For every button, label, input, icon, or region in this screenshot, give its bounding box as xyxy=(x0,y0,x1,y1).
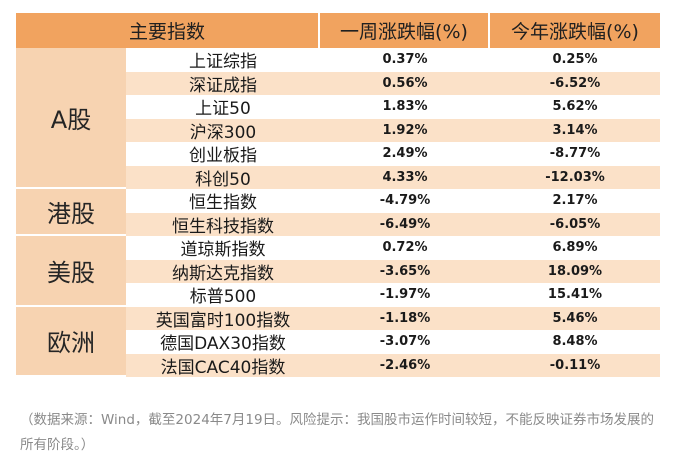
index-name: 英国富时100指数 xyxy=(126,306,320,331)
index-name: 恒生指数 xyxy=(126,189,320,213)
ytd-change: -6.05% xyxy=(490,212,660,236)
week-change: 2.49% xyxy=(320,142,490,166)
ytd-change: -12.03% xyxy=(490,165,660,189)
index-name: 科创50 xyxy=(126,165,320,190)
group-label: 欧洲 xyxy=(16,306,126,377)
table-body: A股 上证综指 0.37% 0.25% 深证成指 0.56% -6.52% 上证50 1.83%… xyxy=(16,48,660,378)
ytd-change: 8.48% xyxy=(490,330,660,354)
week-change: -3.65% xyxy=(320,259,490,283)
index-name: 上证50 xyxy=(126,95,320,119)
ytd-change: 0.25% xyxy=(490,48,660,72)
ytd-change: 5.62% xyxy=(490,95,660,119)
ytd-change: 18.09% xyxy=(490,259,660,283)
index-name: 德国DAX30指数 xyxy=(126,330,320,354)
week-change: -2.46% xyxy=(320,353,490,377)
week-change: -1.18% xyxy=(320,306,490,330)
ytd-change: -0.11% xyxy=(490,353,660,377)
ytd-change: -6.52% xyxy=(490,71,660,95)
index-performance-table: 主要指数 一周涨跌幅(%) 今年涨跌幅(%) A股 上证综指 0.37% 0.25% 深… xyxy=(16,13,660,378)
week-change: 0.56% xyxy=(320,71,490,95)
index-name: 深证成指 xyxy=(126,71,320,96)
group-label: A股 xyxy=(16,48,126,189)
index-name: 标普500 xyxy=(126,283,320,307)
index-name: 道琼斯指数 xyxy=(126,236,320,260)
table-header: 主要指数 一周涨跌幅(%) 今年涨跌幅(%) xyxy=(16,13,660,48)
ytd-change: 6.89% xyxy=(490,236,660,260)
index-name: 沪深300 xyxy=(126,118,320,143)
ytd-change: -8.77% xyxy=(490,142,660,166)
index-name: 法国CAC40指数 xyxy=(126,353,320,378)
week-change: 1.92% xyxy=(320,118,490,142)
ytd-change: 15.41% xyxy=(490,283,660,307)
ytd-change: 3.14% xyxy=(490,118,660,142)
header-index: 主要指数 xyxy=(16,13,320,48)
week-change: -3.07% xyxy=(320,330,490,354)
ytd-change: 2.17% xyxy=(490,189,660,213)
index-name: 上证综指 xyxy=(126,48,320,72)
header-ytd-change: 今年涨跌幅(%) xyxy=(490,13,660,48)
index-name: 纳斯达克指数 xyxy=(126,259,320,284)
footnote: （数据来源：Wind，截至2024年7月19日。风险提示：我国股市运作时间较短，… xyxy=(20,412,655,453)
group-label: 港股 xyxy=(16,189,126,236)
week-change: 0.72% xyxy=(320,236,490,260)
group-label: 美股 xyxy=(16,236,126,307)
week-change: 1.83% xyxy=(320,95,490,119)
ytd-change: 5.46% xyxy=(490,306,660,330)
week-change: -4.79% xyxy=(320,189,490,213)
index-name: 恒生科技指数 xyxy=(126,212,320,237)
index-name: 创业板指 xyxy=(126,142,320,166)
week-change: -6.49% xyxy=(320,212,490,236)
week-change: 4.33% xyxy=(320,165,490,189)
header-week-change: 一周涨跌幅(%) xyxy=(320,13,490,48)
week-change: -1.97% xyxy=(320,283,490,307)
week-change: 0.37% xyxy=(320,48,490,72)
